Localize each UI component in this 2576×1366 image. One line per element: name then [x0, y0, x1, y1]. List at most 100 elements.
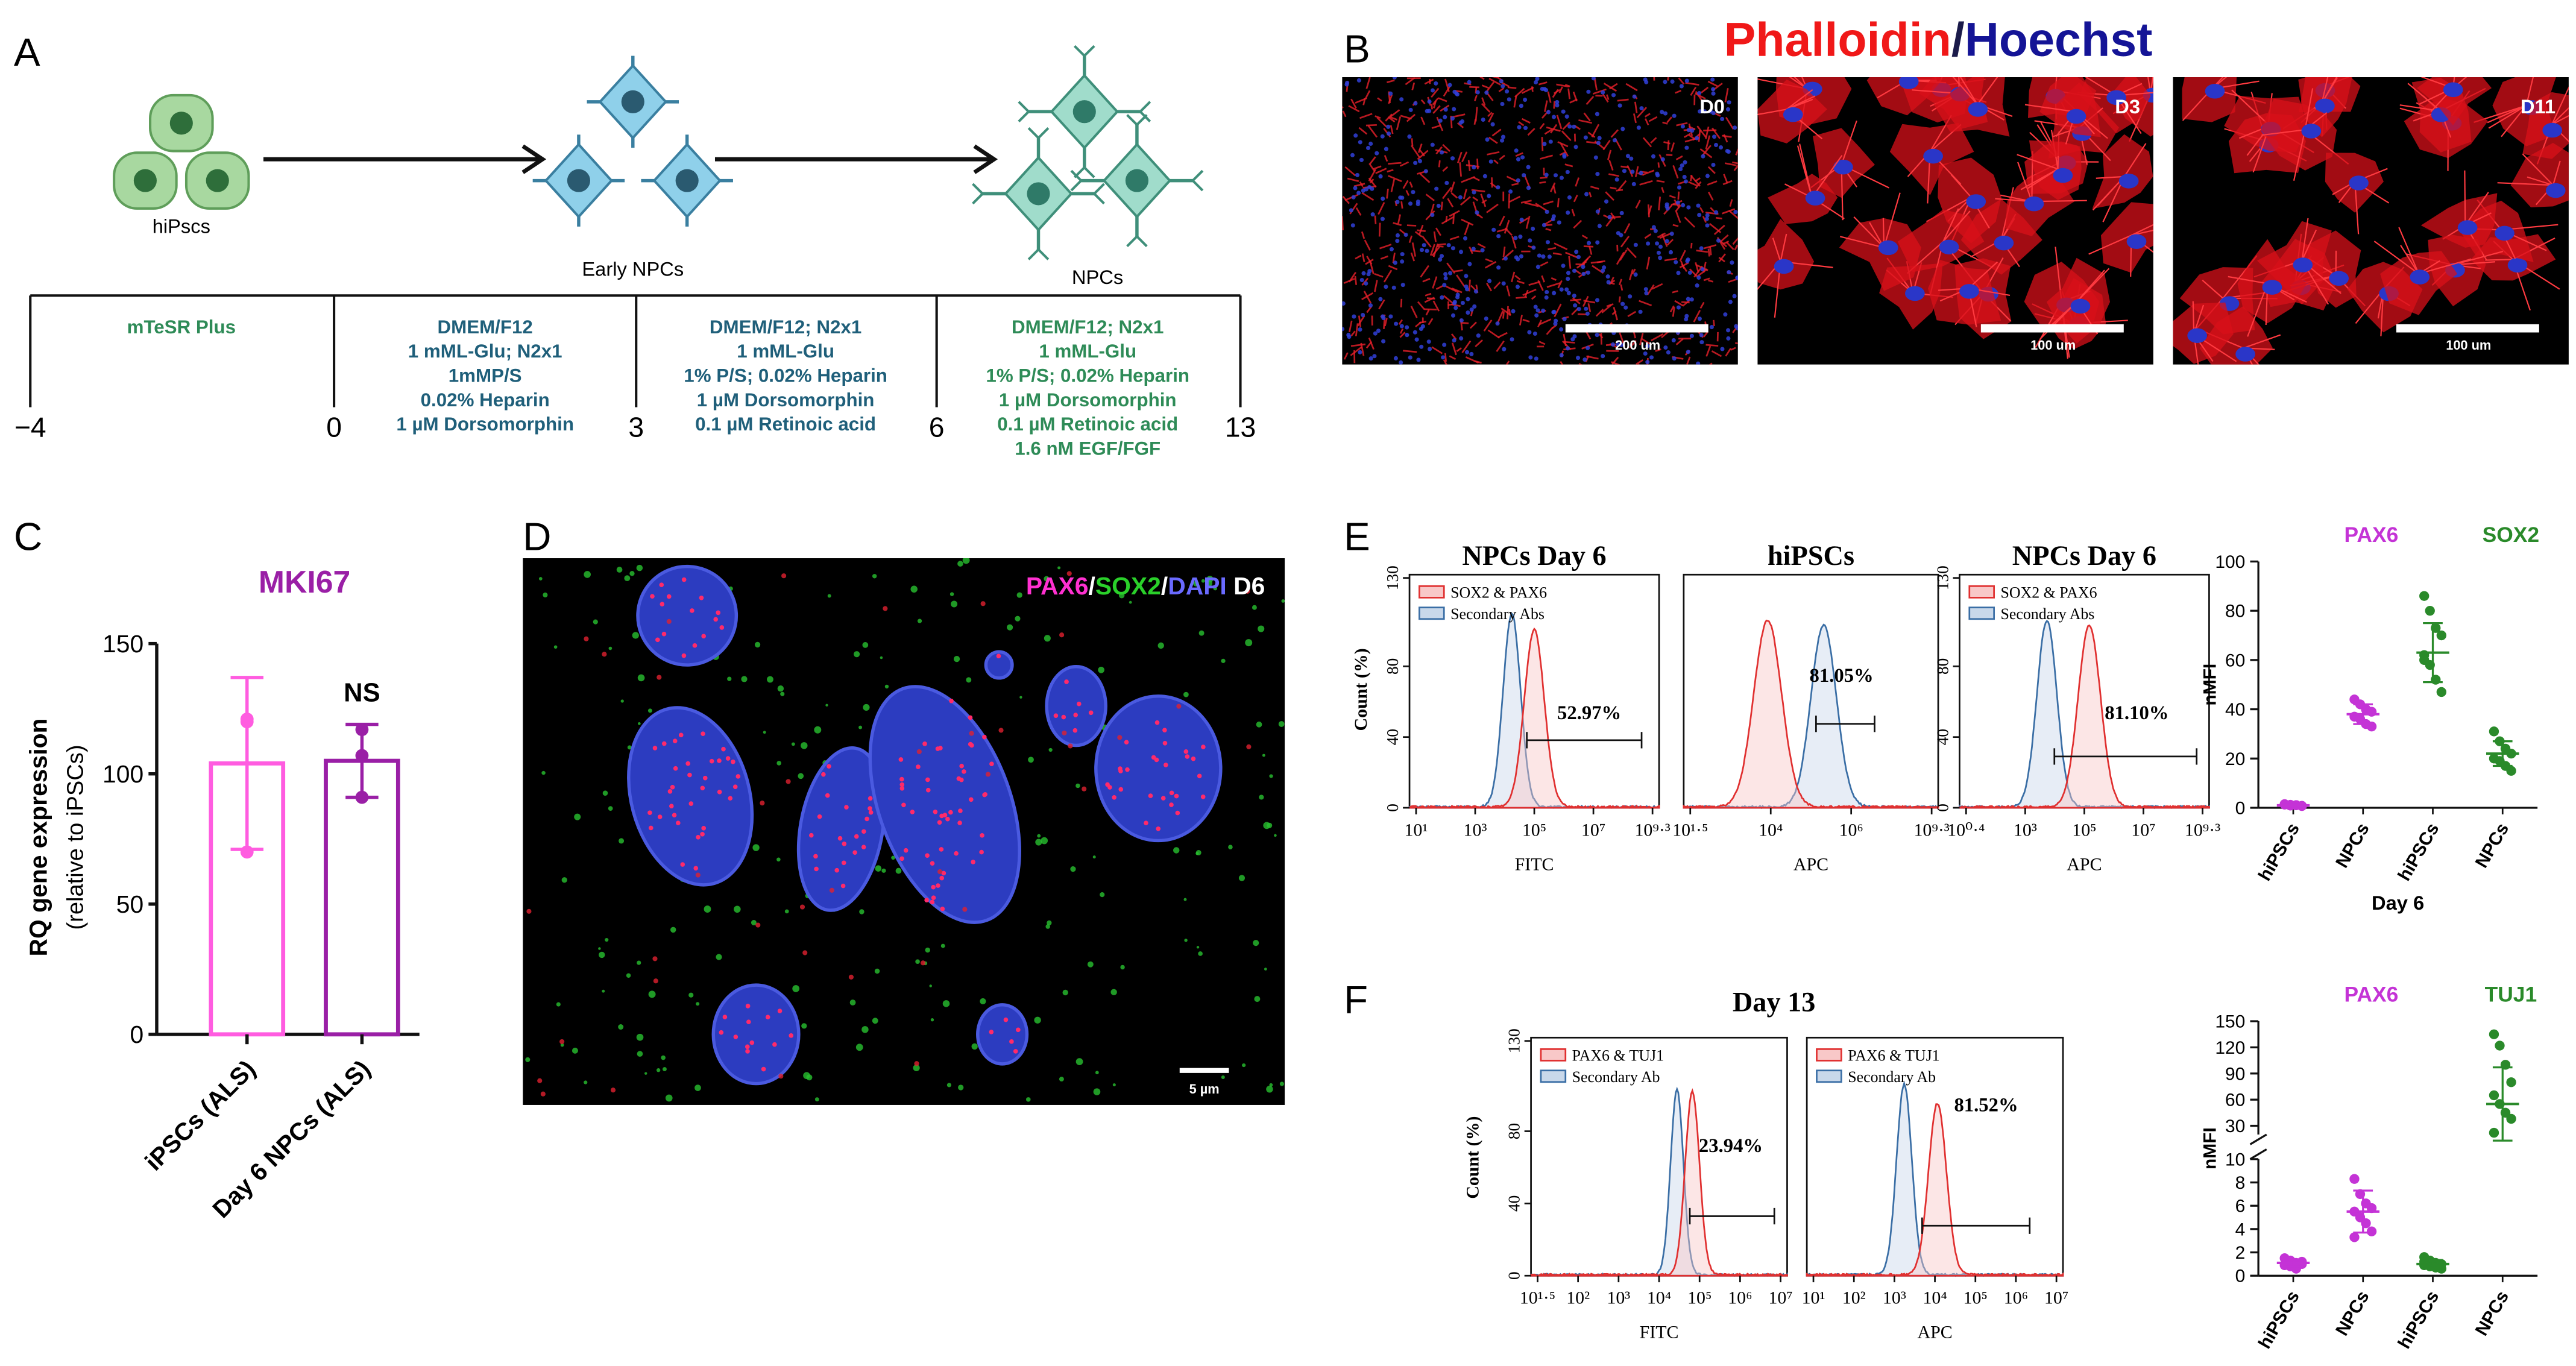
- nucleus: [1658, 256, 1663, 260]
- sox2-spot: [861, 1026, 869, 1033]
- pax6-spot: [761, 1066, 766, 1072]
- cell-nucleus: [206, 169, 229, 192]
- sox2-spot: [541, 770, 546, 775]
- nucleus: [1522, 173, 1526, 178]
- actin: [1513, 95, 1517, 108]
- sox2-spot: [1213, 586, 1218, 591]
- nucleus: [1501, 281, 1506, 286]
- nucleus: [1471, 247, 1476, 251]
- fiber: [2228, 275, 2268, 285]
- sox2-spot: [636, 1033, 644, 1041]
- pax6-spot: [673, 766, 678, 771]
- stain-legend: PAX6/SOX2/DAPI D6: [1026, 572, 1265, 600]
- timeline-label: 3: [628, 411, 644, 442]
- actin: [1493, 159, 1499, 165]
- series-label: PAX6: [2344, 523, 2398, 547]
- sox2-spot: [814, 1097, 819, 1102]
- y-tick-label: 120: [2215, 1038, 2245, 1058]
- sox2-spot: [619, 838, 625, 844]
- nucleus: [1649, 355, 1654, 360]
- pax6-spot: [989, 761, 994, 766]
- nucleus: [1346, 332, 1351, 338]
- actin: [1435, 227, 1441, 236]
- actin: [1613, 306, 1618, 321]
- medium-line: 1 mML-Glu; N2x1: [408, 341, 562, 362]
- actin: [1400, 298, 1403, 307]
- actin: [1693, 309, 1701, 323]
- scale-label: 5 µm: [1189, 1081, 1220, 1097]
- sox2-spot: [598, 947, 601, 950]
- sox2-spot: [662, 1067, 667, 1072]
- actin: [1545, 228, 1552, 231]
- nucleus: [1501, 84, 1505, 89]
- actin: [1506, 285, 1511, 297]
- nucleus: [1552, 115, 1557, 119]
- actin: [1619, 249, 1628, 261]
- panel-label: A: [14, 30, 40, 74]
- data-point: [2436, 687, 2446, 697]
- dapi-nucleus: [796, 746, 886, 912]
- fiber: [1786, 89, 1813, 110]
- actin: [1497, 332, 1508, 338]
- actin: [1667, 140, 1670, 151]
- legend-label: PAX6 & TUJ1: [1572, 1047, 1664, 1064]
- nucleus: [1644, 291, 1649, 295]
- data-point: [2506, 766, 2516, 776]
- pax6-spot: [989, 1030, 994, 1034]
- actin: [1499, 215, 1505, 227]
- sox2-spot: [780, 691, 785, 696]
- nucleus: [1472, 304, 1477, 309]
- actin: [1697, 268, 1708, 277]
- nucleus: [1535, 308, 1540, 313]
- cell-branch: [1192, 169, 1204, 182]
- nucleus: [1487, 279, 1492, 283]
- actin: [1636, 359, 1643, 365]
- nucleus: [1604, 199, 1609, 204]
- pax6-spot: [1013, 1049, 1018, 1054]
- nucleus: [1440, 150, 1444, 155]
- medium-line: DMEM/F12; N2x1: [1012, 316, 1164, 338]
- actin: [1364, 239, 1371, 251]
- actin: [1667, 77, 1669, 81]
- pax6-spot: [1156, 826, 1161, 831]
- pax6-spot: [1197, 773, 1202, 779]
- actin: [1432, 300, 1440, 312]
- pax6-spot: [1191, 756, 1196, 761]
- actin: [1347, 177, 1359, 182]
- pax6-spot: [837, 836, 843, 841]
- actin: [1456, 274, 1466, 288]
- fiber: [2452, 77, 2467, 89]
- sox2-spot: [1075, 1058, 1083, 1066]
- nucleus: [1695, 136, 1699, 140]
- actin: [1537, 280, 1544, 291]
- cell-actin: [1839, 218, 1921, 291]
- nucleus: [1491, 227, 1496, 232]
- actin: [1525, 216, 1531, 229]
- cell-branch: [1136, 114, 1148, 126]
- sox2-spot: [854, 651, 860, 658]
- histogram-title: hiPSCs: [1768, 541, 1854, 571]
- actin: [1554, 242, 1568, 251]
- sox2-spot: [1245, 639, 1253, 647]
- sox2-spot: [855, 1043, 863, 1051]
- sox2-spot: [648, 990, 656, 998]
- cell-nucleus: [1125, 169, 1148, 192]
- sox2-spot: [874, 968, 880, 974]
- day-label: D3: [2115, 95, 2140, 118]
- sox2-spot: [1025, 1097, 1031, 1102]
- pax6-spot: [540, 1091, 546, 1097]
- panel-label: E: [1344, 514, 1370, 558]
- nucleus: [1622, 169, 1627, 174]
- nucleus: [1670, 79, 1675, 84]
- nucleus: [1430, 212, 1435, 218]
- nucleus: [1711, 111, 1716, 116]
- pax6-spot: [925, 853, 930, 858]
- sox2-spot: [1045, 924, 1050, 929]
- actin: [1390, 125, 1394, 134]
- actin: [1688, 181, 1698, 187]
- actin: [1388, 94, 1393, 104]
- sox2-spot: [1196, 946, 1200, 949]
- sox2-spot: [556, 1002, 561, 1007]
- actin: [1575, 177, 1580, 187]
- nucleus: [1566, 277, 1570, 282]
